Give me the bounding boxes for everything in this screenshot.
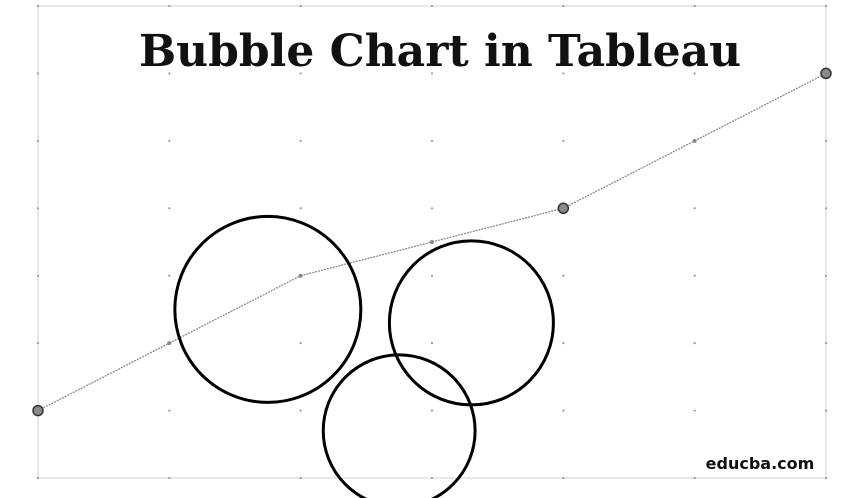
grid-dot [824, 476, 828, 480]
trend-point [430, 240, 434, 244]
grid-dot [299, 476, 302, 480]
trend-point [820, 67, 832, 80]
trend-segment [563, 140, 695, 209]
grid-dot [168, 139, 171, 142]
grid-dot [430, 72, 434, 75]
grid-dot [824, 342, 828, 345]
trend-point [692, 138, 697, 143]
grid-dot [562, 274, 565, 277]
grid-dots [36, 4, 828, 480]
trend-segment [37, 342, 170, 412]
grid-dot [562, 4, 565, 8]
grid-dot [824, 139, 828, 142]
grid-dot [693, 409, 696, 412]
grid-dot [562, 476, 565, 480]
trend-point [557, 202, 570, 215]
grid-dot [36, 72, 40, 75]
grid-dot [430, 139, 434, 142]
grid-dot [36, 342, 40, 345]
grid-dot [562, 72, 565, 75]
grid-dot [299, 4, 302, 8]
grid-dot [430, 342, 434, 345]
grid-dot [562, 139, 565, 142]
grid-dot [299, 409, 302, 412]
grid-dot [693, 274, 696, 277]
grid-dot [168, 4, 171, 8]
grid-dot [299, 207, 302, 210]
grid-dot [36, 4, 40, 8]
grid-dot [168, 72, 171, 75]
grid-dot [299, 342, 302, 345]
grid-dot [824, 207, 828, 210]
grid-dot [36, 476, 40, 480]
grid-dot [36, 274, 40, 277]
grid-dot [693, 476, 696, 480]
grid-dot [299, 139, 302, 142]
grid-dot [824, 274, 828, 277]
trend-line [32, 67, 832, 417]
trend-point [167, 341, 172, 346]
trend-segment [169, 275, 301, 344]
grid-dot [430, 274, 434, 277]
grid-dot [693, 72, 696, 75]
grid-dot [36, 139, 40, 142]
grid-dot [168, 476, 171, 480]
grid-dot [168, 274, 171, 277]
grid-dot [36, 207, 40, 210]
bubble [321, 353, 477, 498]
grid-dot [430, 207, 434, 210]
grid-dot [693, 4, 696, 8]
grid-dot [693, 207, 696, 210]
grid-dot [824, 4, 828, 8]
bubble [173, 214, 363, 404]
trend-segment [300, 241, 433, 277]
chart-title: Bubble Chart in Tableau [139, 26, 741, 77]
grid-dot [562, 342, 565, 345]
trend-segment [694, 72, 827, 142]
grid-dot [430, 4, 434, 8]
grid-dot [168, 207, 171, 210]
watermark: educba.com [706, 454, 815, 473]
grid-dot [430, 409, 434, 412]
grid-dot [562, 409, 565, 412]
grid-dot [430, 476, 434, 480]
grid-dot [168, 409, 171, 412]
trend-point [298, 273, 303, 278]
grid-dot [693, 342, 696, 345]
grid-dot [824, 409, 828, 412]
trend-point [32, 404, 44, 417]
bubbles [173, 214, 555, 498]
grid-dot [299, 72, 302, 75]
trend-segment [431, 207, 564, 243]
